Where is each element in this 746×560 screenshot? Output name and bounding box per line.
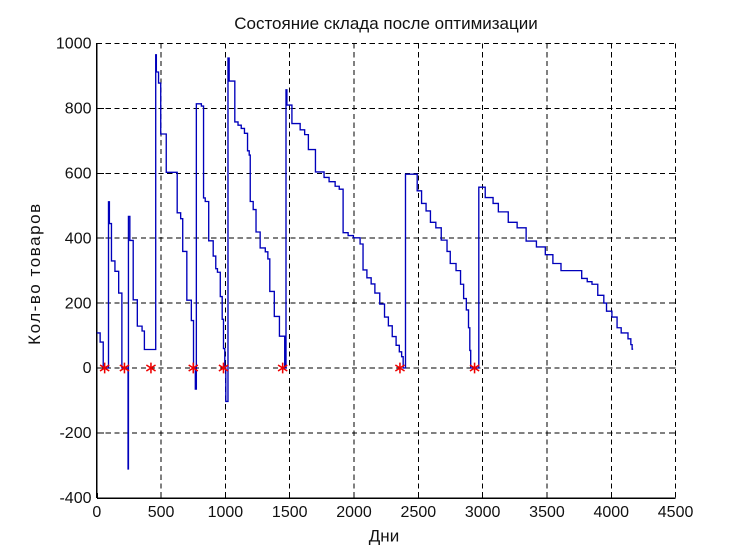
svg-text:400: 400	[65, 230, 92, 247]
svg-text:600: 600	[65, 165, 92, 182]
svg-text:800: 800	[65, 101, 92, 118]
svg-text:200: 200	[65, 295, 92, 312]
svg-text:3500: 3500	[529, 504, 565, 521]
svg-text:-400: -400	[59, 490, 91, 507]
svg-text:Дни: Дни	[369, 526, 399, 545]
svg-text:2500: 2500	[401, 504, 437, 521]
svg-text:1500: 1500	[272, 504, 308, 521]
svg-text:3000: 3000	[465, 504, 501, 521]
svg-text:-200: -200	[59, 425, 91, 442]
svg-text:500: 500	[148, 504, 175, 521]
svg-text:4000: 4000	[593, 504, 629, 521]
svg-text:0: 0	[83, 360, 92, 377]
svg-text:0: 0	[92, 504, 101, 521]
svg-text:1000: 1000	[56, 36, 92, 53]
svg-text:Состояние склада после оптимиз: Состояние склада после оптимизации	[234, 14, 538, 33]
svg-text:Кол-во товаров: Кол-во товаров	[25, 202, 44, 345]
svg-text:2000: 2000	[336, 504, 372, 521]
svg-text:1000: 1000	[208, 504, 244, 521]
svg-text:4500: 4500	[658, 504, 694, 521]
